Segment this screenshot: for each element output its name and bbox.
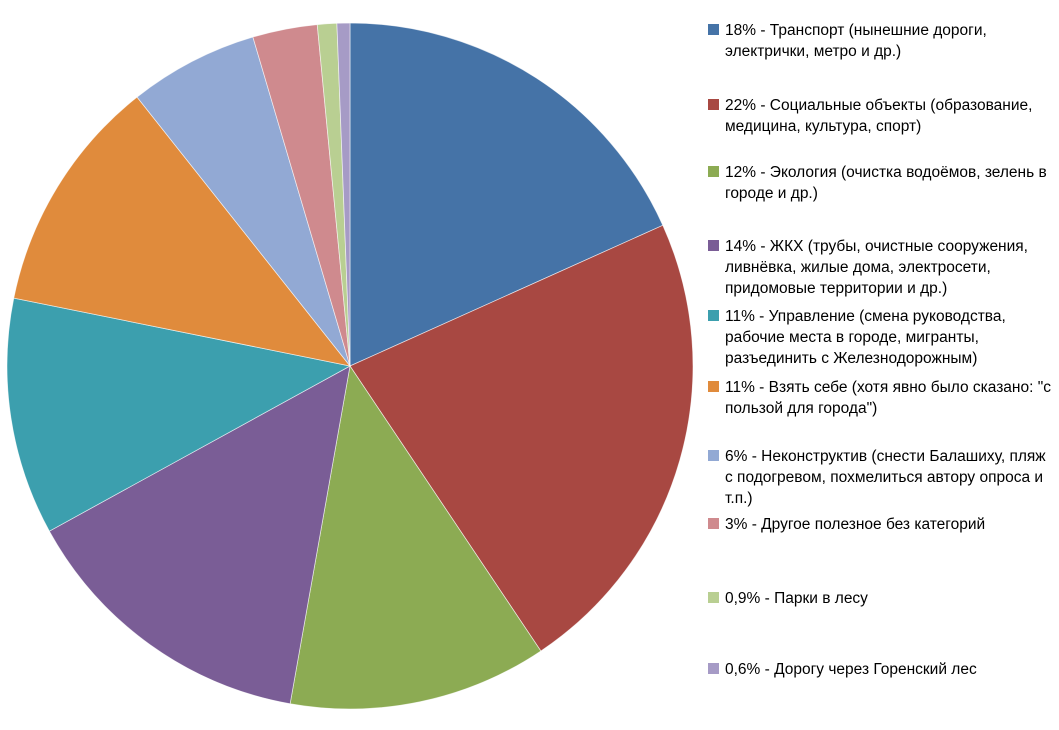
- legend-label: 3% - Другое полезное без категорий: [725, 516, 986, 533]
- legend-label: 12% - Экология (очистка водоёмов, зелень…: [725, 164, 1047, 202]
- legend-swatch-icon: [708, 592, 719, 603]
- legend-label: 0,9% - Парки в лесу: [725, 590, 868, 607]
- legend-swatch-icon: [708, 99, 719, 110]
- pie-slice-3: [48, 365, 351, 705]
- legend-item: 22% - Социальные объекты (образование, м…: [708, 95, 1052, 137]
- legend-label: 11% - Взять себе (хотя явно было сказано…: [725, 379, 1051, 417]
- pie-slice-0: [349, 23, 664, 367]
- legend: 18% - Транспорт (нынешние дороги, электр…: [708, 0, 1056, 730]
- pie-slice-6: [136, 36, 351, 367]
- legend-item: 14% - ЖКХ (трубы, очистные сооружения, л…: [708, 236, 1052, 299]
- legend-item: 6% - Неконструктив (снести Балашиху, пля…: [708, 446, 1052, 509]
- legend-item: 0,9% - Парки в лесу: [708, 588, 1052, 609]
- legend-swatch-icon: [708, 663, 719, 674]
- legend-swatch-icon: [708, 310, 719, 321]
- legend-label: 18% - Транспорт (нынешние дороги, электр…: [725, 22, 987, 60]
- legend-label: 0,6% - Дорогу через Горенский лес: [725, 661, 977, 678]
- legend-label: 6% - Неконструктив (снести Балашиху, пля…: [725, 448, 1046, 507]
- legend-swatch-icon: [708, 381, 719, 392]
- legend-label: 14% - ЖКХ (трубы, очистные сооружения, л…: [725, 238, 1028, 297]
- legend-swatch-icon: [708, 518, 719, 529]
- legend-label: 22% - Социальные объекты (образование, м…: [725, 97, 1033, 135]
- pie-slice-1: [349, 224, 693, 652]
- legend-swatch-icon: [708, 166, 719, 177]
- pie-slice-4: [7, 297, 352, 532]
- legend-item: 18% - Транспорт (нынешние дороги, электр…: [708, 20, 1052, 62]
- legend-swatch-icon: [708, 240, 719, 251]
- legend-item: 3% - Другое полезное без категорий: [708, 514, 1052, 535]
- legend-item: 11% - Управление (смена руководства, раб…: [708, 306, 1052, 369]
- legend-item: 11% - Взять себе (хотя явно было сказано…: [708, 377, 1052, 419]
- legend-label: 11% - Управление (смена руководства, раб…: [725, 308, 1006, 367]
- pie-slice-5: [13, 96, 351, 367]
- pie-chart: [7, 23, 693, 709]
- legend-swatch-icon: [708, 24, 719, 35]
- legend-item: 12% - Экология (очистка водоёмов, зелень…: [708, 162, 1052, 204]
- pie-slice-2: [289, 365, 542, 709]
- pie-slice-9: [336, 23, 351, 367]
- legend-swatch-icon: [708, 450, 719, 461]
- legend-item: 0,6% - Дорогу через Горенский лес: [708, 659, 1052, 680]
